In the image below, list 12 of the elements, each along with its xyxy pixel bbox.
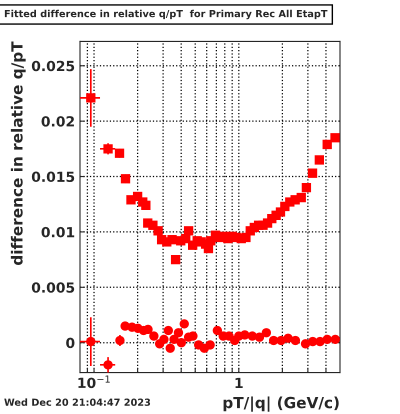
y-tick-label: 0.015 bbox=[32, 172, 74, 182]
y-axis-title: difference in relative q/pT bbox=[10, 41, 26, 265]
text: Wed Dec 20 21:04:47 2023 bbox=[4, 398, 150, 406]
y-tick-label: 0 bbox=[66, 338, 74, 348]
x-tick-label: 10$^{−1}$ bbox=[78, 376, 110, 388]
chart-title: Fitted difference in relative q/pT for Primary Rec All EtapT bbox=[4, 10, 328, 20]
y-tick-label: 0.02 bbox=[42, 116, 74, 127]
x-tick-label: 1 bbox=[236, 378, 243, 388]
y-tick-label: 0.01 bbox=[42, 226, 74, 238]
x-axis-title: pT/|q| (GeV/c) bbox=[224, 396, 339, 412]
y-tick-label: 0.025 bbox=[32, 60, 74, 72]
y-tick-label: 0.005 bbox=[32, 282, 74, 293]
